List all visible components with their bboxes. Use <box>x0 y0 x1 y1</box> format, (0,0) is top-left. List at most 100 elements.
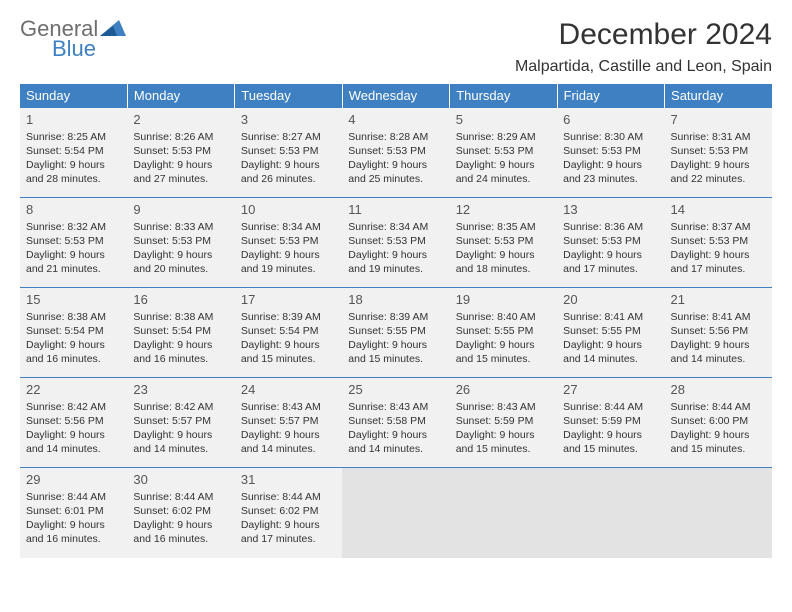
day-number: 12 <box>456 201 551 219</box>
sunset-line: Sunset: 5:53 PM <box>456 144 551 158</box>
day-number: 9 <box>133 201 228 219</box>
day-cell: 5Sunrise: 8:29 AMSunset: 5:53 PMDaylight… <box>450 108 557 198</box>
sunrise-line: Sunrise: 8:42 AM <box>26 400 121 414</box>
sunset-line: Sunset: 5:53 PM <box>241 144 336 158</box>
day-header: Monday <box>127 84 234 108</box>
sunrise-line: Sunrise: 8:44 AM <box>241 490 336 504</box>
day-cell: 10Sunrise: 8:34 AMSunset: 5:53 PMDayligh… <box>235 198 342 288</box>
calendar-week-row: 15Sunrise: 8:38 AMSunset: 5:54 PMDayligh… <box>20 288 772 378</box>
daylight-line: Daylight: 9 hours and 14 minutes. <box>241 428 336 456</box>
title-block: December 2024 Malpartida, Castille and L… <box>515 18 772 76</box>
sunset-line: Sunset: 5:55 PM <box>563 324 658 338</box>
sunrise-line: Sunrise: 8:43 AM <box>456 400 551 414</box>
empty-day-cell <box>557 468 664 558</box>
sunrise-line: Sunrise: 8:41 AM <box>563 310 658 324</box>
sunset-line: Sunset: 5:54 PM <box>241 324 336 338</box>
day-header: Thursday <box>450 84 557 108</box>
day-number: 24 <box>241 381 336 399</box>
day-number: 23 <box>133 381 228 399</box>
sunset-line: Sunset: 5:53 PM <box>133 144 228 158</box>
day-header: Friday <box>557 84 664 108</box>
sunset-line: Sunset: 5:56 PM <box>671 324 766 338</box>
day-cell: 31Sunrise: 8:44 AMSunset: 6:02 PMDayligh… <box>235 468 342 558</box>
daylight-line: Daylight: 9 hours and 17 minutes. <box>563 248 658 276</box>
day-cell: 18Sunrise: 8:39 AMSunset: 5:55 PMDayligh… <box>342 288 449 378</box>
sunrise-line: Sunrise: 8:25 AM <box>26 130 121 144</box>
day-number: 14 <box>671 201 766 219</box>
sunset-line: Sunset: 5:53 PM <box>671 234 766 248</box>
day-cell: 24Sunrise: 8:43 AMSunset: 5:57 PMDayligh… <box>235 378 342 468</box>
sunset-line: Sunset: 5:58 PM <box>348 414 443 428</box>
sunset-line: Sunset: 6:02 PM <box>241 504 336 518</box>
day-number: 28 <box>671 381 766 399</box>
daylight-line: Daylight: 9 hours and 14 minutes. <box>26 428 121 456</box>
daylight-line: Daylight: 9 hours and 15 minutes. <box>456 428 551 456</box>
day-cell: 13Sunrise: 8:36 AMSunset: 5:53 PMDayligh… <box>557 198 664 288</box>
calendar-week-row: 29Sunrise: 8:44 AMSunset: 6:01 PMDayligh… <box>20 468 772 558</box>
daylight-line: Daylight: 9 hours and 16 minutes. <box>26 518 121 546</box>
daylight-line: Daylight: 9 hours and 16 minutes. <box>133 338 228 366</box>
daylight-line: Daylight: 9 hours and 23 minutes. <box>563 158 658 186</box>
sunrise-line: Sunrise: 8:27 AM <box>241 130 336 144</box>
daylight-line: Daylight: 9 hours and 16 minutes. <box>133 518 228 546</box>
day-number: 8 <box>26 201 121 219</box>
day-cell: 6Sunrise: 8:30 AMSunset: 5:53 PMDaylight… <box>557 108 664 198</box>
sunset-line: Sunset: 5:53 PM <box>563 144 658 158</box>
daylight-line: Daylight: 9 hours and 28 minutes. <box>26 158 121 186</box>
location-subtitle: Malpartida, Castille and Leon, Spain <box>515 58 772 76</box>
sunset-line: Sunset: 5:57 PM <box>133 414 228 428</box>
day-header: Saturday <box>665 84 772 108</box>
calendar-body: 1Sunrise: 8:25 AMSunset: 5:54 PMDaylight… <box>20 108 772 558</box>
day-number: 5 <box>456 111 551 129</box>
day-cell: 25Sunrise: 8:43 AMSunset: 5:58 PMDayligh… <box>342 378 449 468</box>
sunset-line: Sunset: 5:53 PM <box>563 234 658 248</box>
sunrise-line: Sunrise: 8:35 AM <box>456 220 551 234</box>
daylight-line: Daylight: 9 hours and 17 minutes. <box>241 518 336 546</box>
page-title: December 2024 <box>515 18 772 52</box>
sunrise-line: Sunrise: 8:39 AM <box>348 310 443 324</box>
day-number: 15 <box>26 291 121 309</box>
sunset-line: Sunset: 5:54 PM <box>26 324 121 338</box>
day-number: 16 <box>133 291 228 309</box>
day-cell: 19Sunrise: 8:40 AMSunset: 5:55 PMDayligh… <box>450 288 557 378</box>
day-cell: 30Sunrise: 8:44 AMSunset: 6:02 PMDayligh… <box>127 468 234 558</box>
daylight-line: Daylight: 9 hours and 26 minutes. <box>241 158 336 186</box>
day-header-row: SundayMondayTuesdayWednesdayThursdayFrid… <box>20 84 772 108</box>
day-cell: 29Sunrise: 8:44 AMSunset: 6:01 PMDayligh… <box>20 468 127 558</box>
page-header: General Blue December 2024 Malpartida, C… <box>20 18 772 76</box>
calendar-week-row: 1Sunrise: 8:25 AMSunset: 5:54 PMDaylight… <box>20 108 772 198</box>
day-cell: 16Sunrise: 8:38 AMSunset: 5:54 PMDayligh… <box>127 288 234 378</box>
daylight-line: Daylight: 9 hours and 14 minutes. <box>348 428 443 456</box>
day-number: 13 <box>563 201 658 219</box>
daylight-line: Daylight: 9 hours and 16 minutes. <box>26 338 121 366</box>
daylight-line: Daylight: 9 hours and 14 minutes. <box>133 428 228 456</box>
sunrise-line: Sunrise: 8:42 AM <box>133 400 228 414</box>
day-number: 18 <box>348 291 443 309</box>
sunrise-line: Sunrise: 8:29 AM <box>456 130 551 144</box>
sunset-line: Sunset: 6:01 PM <box>26 504 121 518</box>
daylight-line: Daylight: 9 hours and 15 minutes. <box>348 338 443 366</box>
daylight-line: Daylight: 9 hours and 15 minutes. <box>563 428 658 456</box>
sunrise-line: Sunrise: 8:40 AM <box>456 310 551 324</box>
sunrise-line: Sunrise: 8:43 AM <box>241 400 336 414</box>
daylight-line: Daylight: 9 hours and 22 minutes. <box>671 158 766 186</box>
day-cell: 8Sunrise: 8:32 AMSunset: 5:53 PMDaylight… <box>20 198 127 288</box>
daylight-line: Daylight: 9 hours and 15 minutes. <box>671 428 766 456</box>
day-cell: 4Sunrise: 8:28 AMSunset: 5:53 PMDaylight… <box>342 108 449 198</box>
sunset-line: Sunset: 5:53 PM <box>241 234 336 248</box>
day-number: 21 <box>671 291 766 309</box>
day-number: 27 <box>563 381 658 399</box>
sunrise-line: Sunrise: 8:37 AM <box>671 220 766 234</box>
sunset-line: Sunset: 5:53 PM <box>348 144 443 158</box>
empty-day-cell <box>450 468 557 558</box>
daylight-line: Daylight: 9 hours and 25 minutes. <box>348 158 443 186</box>
sunrise-line: Sunrise: 8:44 AM <box>133 490 228 504</box>
sunrise-line: Sunrise: 8:33 AM <box>133 220 228 234</box>
day-number: 25 <box>348 381 443 399</box>
day-number: 11 <box>348 201 443 219</box>
day-cell: 27Sunrise: 8:44 AMSunset: 5:59 PMDayligh… <box>557 378 664 468</box>
day-number: 3 <box>241 111 336 129</box>
day-cell: 23Sunrise: 8:42 AMSunset: 5:57 PMDayligh… <box>127 378 234 468</box>
sunrise-line: Sunrise: 8:41 AM <box>671 310 766 324</box>
day-cell: 11Sunrise: 8:34 AMSunset: 5:53 PMDayligh… <box>342 198 449 288</box>
